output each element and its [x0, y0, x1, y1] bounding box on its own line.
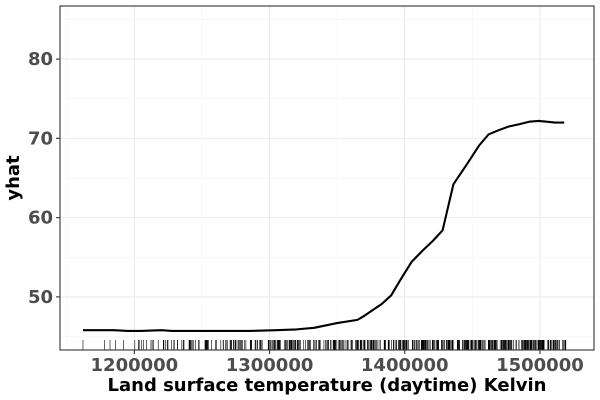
x-tick-label: 1400000: [361, 355, 449, 376]
x-tick-label: 1300000: [226, 355, 314, 376]
x-tick-label: 1500000: [496, 355, 584, 376]
rug-marks: [82, 340, 567, 350]
series-line-group: [82, 119, 565, 333]
plot-panel-border: [59, 5, 595, 351]
y-tick-label: 50: [28, 287, 53, 308]
y-tick-label: 70: [28, 128, 53, 149]
grid-lines: [60, 6, 594, 350]
y-tick-label: 60: [28, 208, 53, 229]
y-axis-title: yhat: [3, 155, 24, 201]
x-axis-title: Land surface temperature (daytime) Kelvi…: [108, 375, 547, 396]
x-tick-label: 1200000: [91, 355, 179, 376]
x-axis: 1200000 1300000 1400000 1500000: [91, 350, 584, 376]
series-line: [82, 119, 565, 333]
y-axis: 50 60 70 80: [28, 49, 60, 308]
y-tick-label: 80: [28, 49, 53, 70]
